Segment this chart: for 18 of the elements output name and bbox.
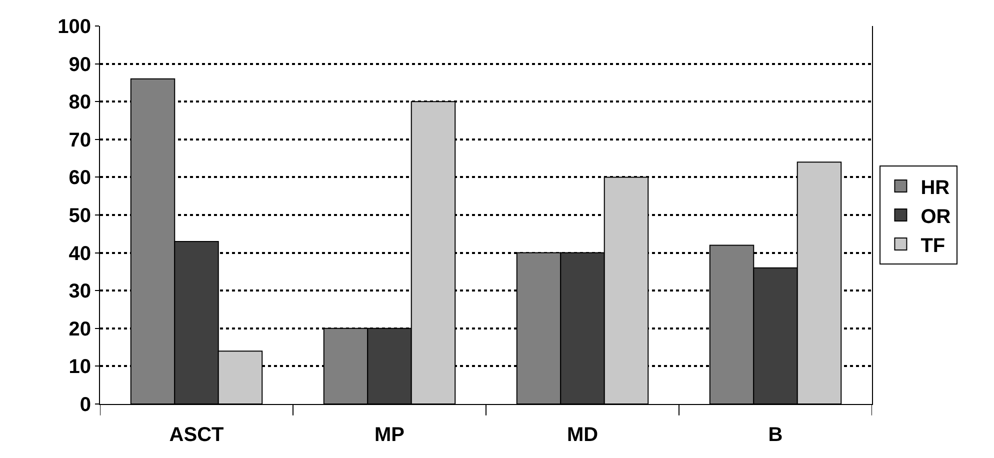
y-tick-label: 0 xyxy=(80,394,91,416)
y-tick-label: 80 xyxy=(68,92,91,114)
y-tick-label: 90 xyxy=(68,54,91,76)
y-tick-label: 60 xyxy=(68,167,91,190)
legend-label: HR xyxy=(920,176,950,199)
y-tick-label: 70 xyxy=(68,129,91,152)
x-tick-label: MD xyxy=(566,424,598,446)
x-tick-label: ASCT xyxy=(169,424,224,446)
y-tick-label: 10 xyxy=(68,356,91,378)
x-tick-label: MP xyxy=(374,424,404,446)
y-tick-label: 100 xyxy=(58,16,91,38)
x-tick-label: B xyxy=(768,424,783,446)
legend-label: OR xyxy=(920,206,952,228)
y-tick-label: 30 xyxy=(68,280,91,303)
legend-label: TF xyxy=(920,234,946,257)
y-tick-label: 40 xyxy=(68,242,91,265)
y-tick-label: 50 xyxy=(68,205,91,227)
y-tick-label: 20 xyxy=(68,318,91,340)
